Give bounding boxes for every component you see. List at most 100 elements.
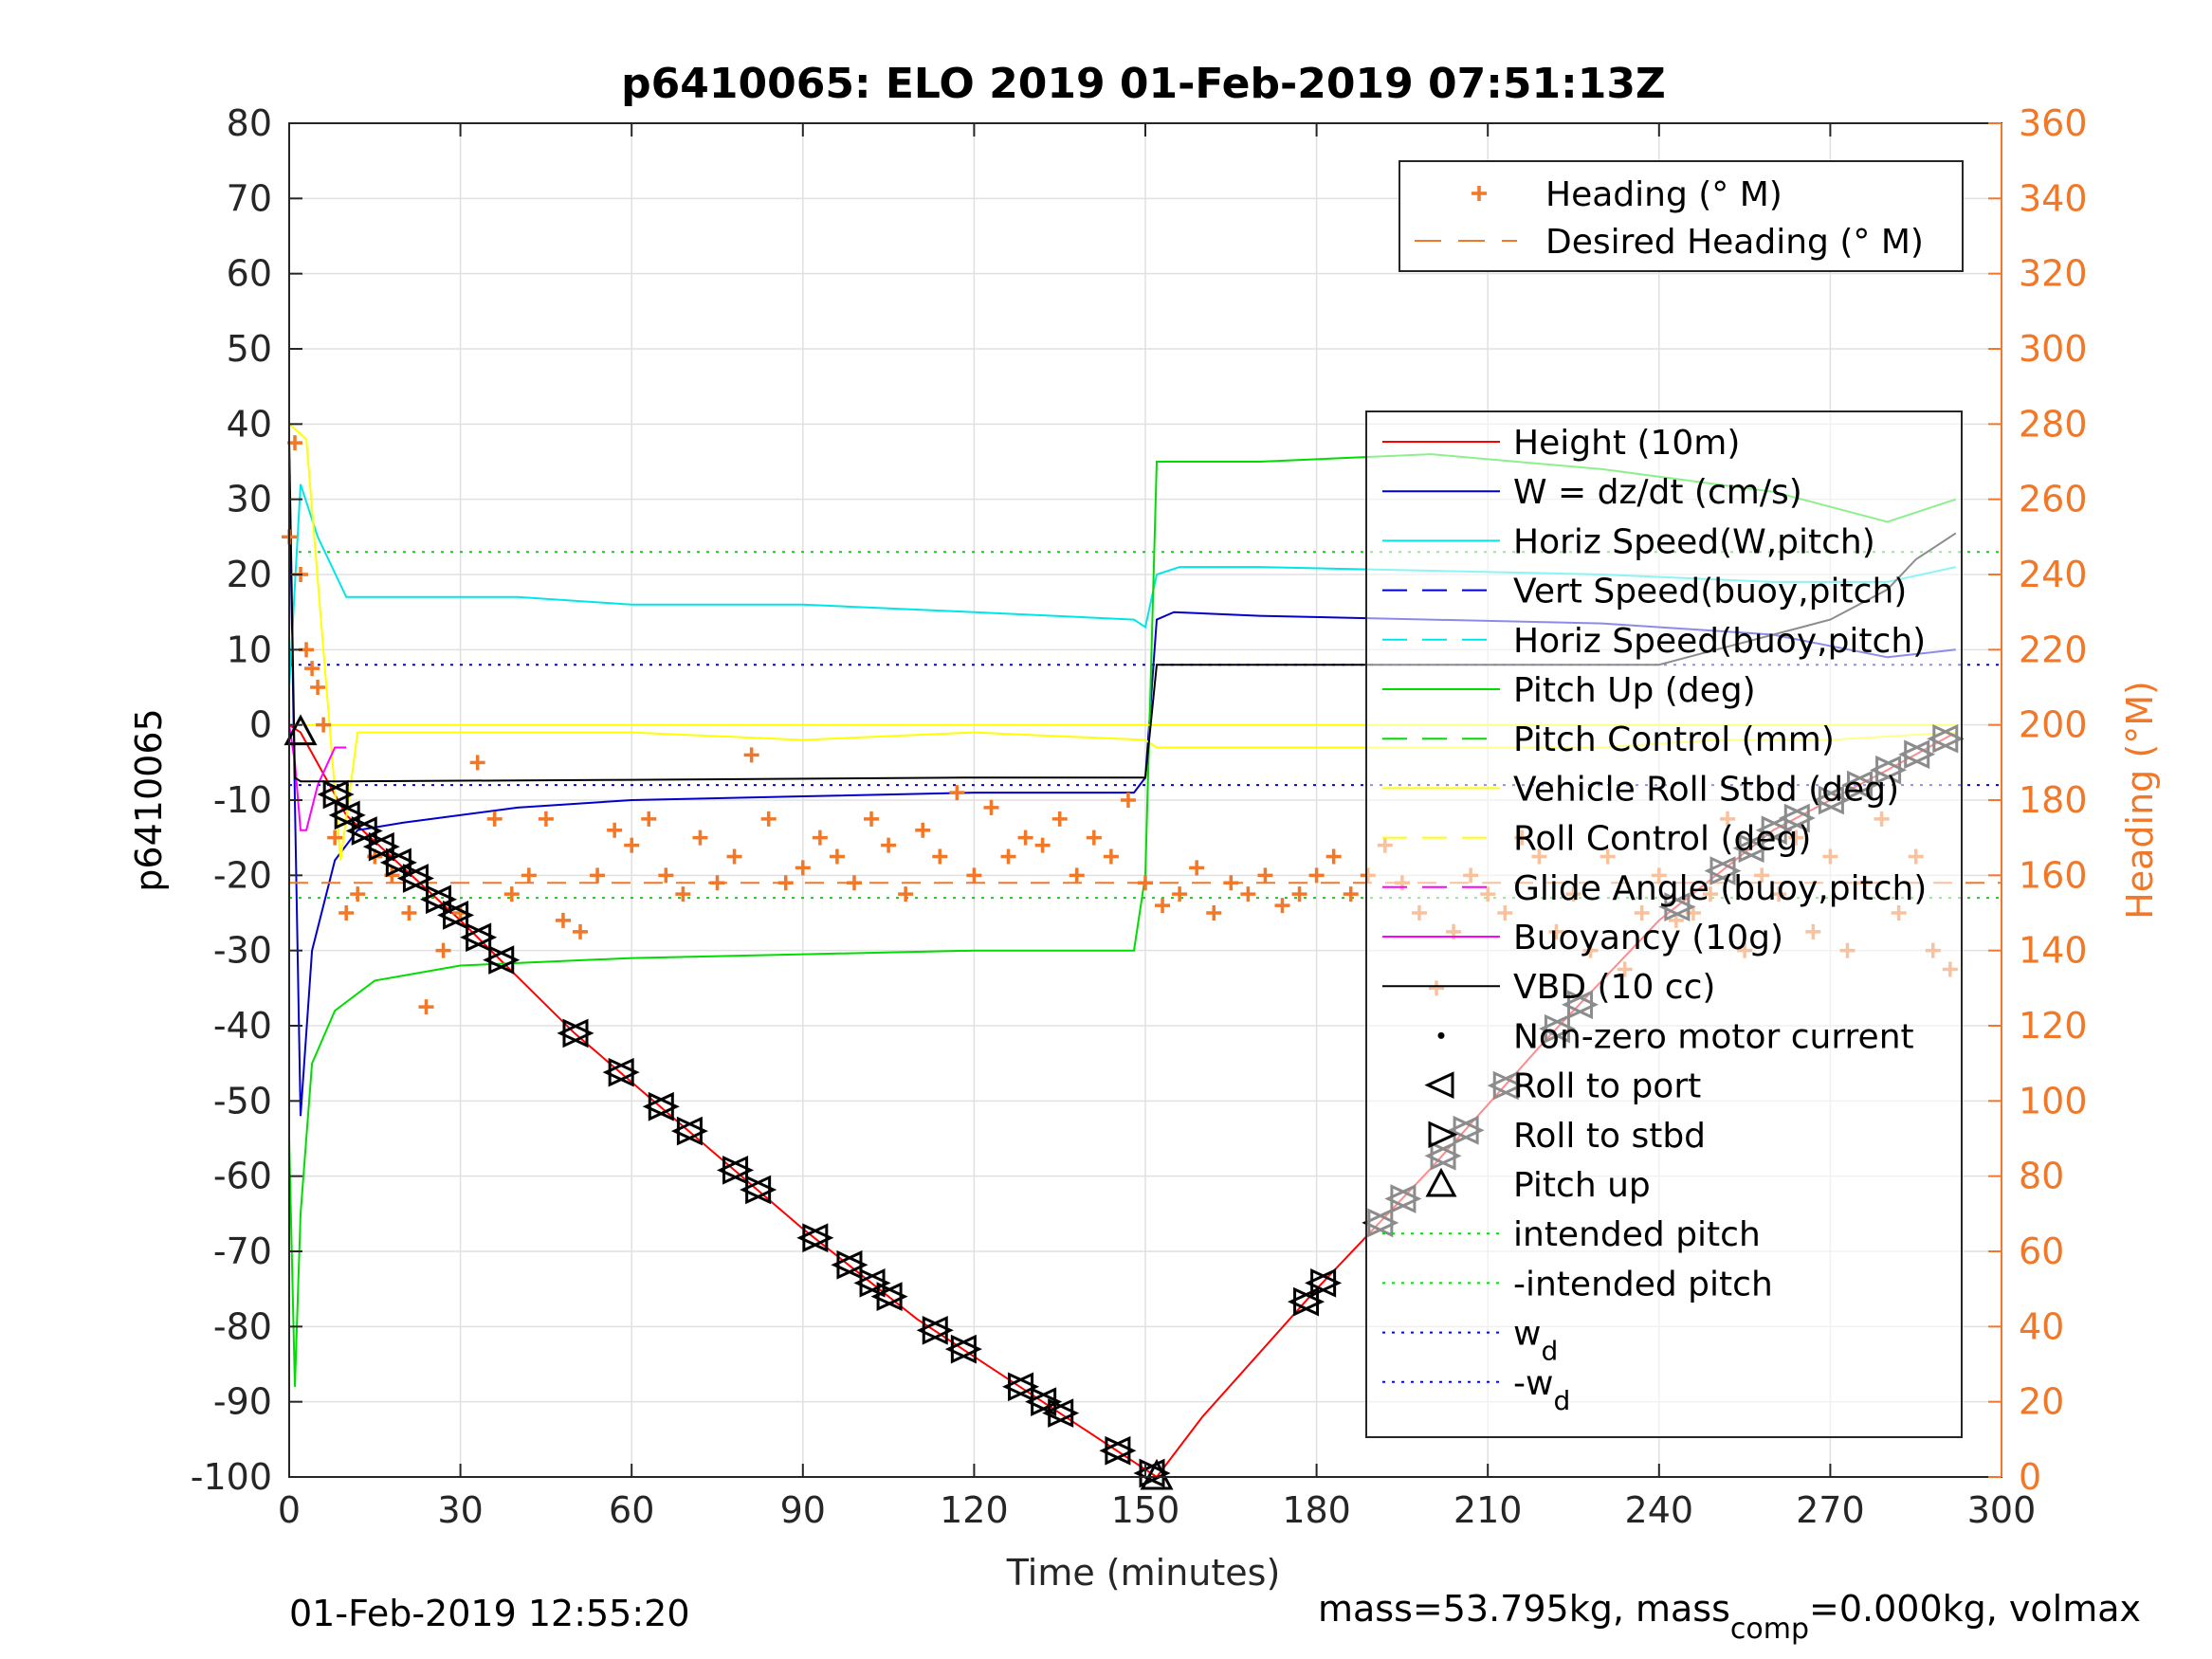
heading-point <box>881 837 897 853</box>
y2-tick-label: 260 <box>2019 479 2088 520</box>
roll-stbd-marker <box>385 848 417 878</box>
roll-port-marker <box>944 1334 977 1364</box>
y2-tick-label: 80 <box>2019 1156 2064 1197</box>
y-tick-label: 70 <box>227 177 272 219</box>
y-tick-label: -40 <box>213 1005 272 1047</box>
heading-point <box>469 755 485 771</box>
heading-point <box>607 822 623 838</box>
pitch-up-marker <box>283 714 318 746</box>
y-tick-label: 10 <box>227 629 272 670</box>
y2-tick-label: 320 <box>2019 253 2088 295</box>
roll-stbd-marker <box>608 1057 640 1087</box>
legend-label: Height (10m) <box>1513 424 1740 463</box>
footer-timestamp: 01-Feb-2019 12:55:20 <box>289 1593 690 1634</box>
roll-stbd-marker <box>322 779 355 810</box>
heading-point <box>915 822 931 838</box>
roll-port-marker <box>419 884 452 915</box>
roll-port-marker <box>916 1315 948 1345</box>
footer-mass-info: mass=53.795kg, masscomp=0.000kg, volmax <box>1318 1588 2141 1646</box>
legend-heading-box <box>1398 160 1964 272</box>
heading-point <box>338 905 355 921</box>
legend-heading-label: Desired Heading (° M) <box>1545 223 1924 262</box>
legend-label: Glide Angle (buoy,pitch) <box>1513 869 1927 908</box>
heading-point <box>304 661 320 677</box>
roll-port-marker <box>345 816 377 846</box>
roll-port-marker <box>317 779 349 810</box>
legend-label: W = dz/dt (cm/s) <box>1513 473 1802 512</box>
roll-stbd-marker <box>402 864 435 893</box>
legend-heading: Heading (° M) Desired Heading (° M) <box>1398 160 1964 272</box>
x-tick-label: 0 <box>278 1489 301 1531</box>
y-tick-label: 80 <box>227 102 272 144</box>
y2-axis-label: Heading (°M) <box>2119 681 2161 920</box>
heading-point <box>641 811 657 827</box>
roll-stbd-marker <box>488 945 521 975</box>
roll-port-marker <box>602 1057 634 1087</box>
heading-point <box>418 999 434 1015</box>
roll-stbd-marker <box>859 1267 891 1298</box>
heading-point <box>726 848 742 865</box>
chart-title: p6410065: ELO 2019 01-Feb-2019 07:51:13Z <box>621 60 1666 108</box>
heading-point <box>435 942 451 958</box>
y2-tick-label: 280 <box>2019 403 2088 445</box>
y2-tick-label: 40 <box>2019 1305 2064 1347</box>
roll-stbd-marker <box>426 884 458 915</box>
heading-point <box>1257 867 1273 884</box>
legend-symbol <box>1424 1071 1454 1099</box>
roll-stbd-marker <box>368 831 400 862</box>
legend-main-box <box>1365 410 1963 1438</box>
y-tick-label: -20 <box>213 854 272 896</box>
y2-tick-label: 340 <box>2019 177 2088 219</box>
x-tick-label: 120 <box>940 1489 1009 1531</box>
heading-point <box>829 848 845 865</box>
x-tick-label: 30 <box>437 1489 483 1531</box>
roll-stbd-marker <box>676 1116 708 1146</box>
y-axis-label: p6410065 <box>128 708 170 891</box>
heading-point <box>1086 830 1102 846</box>
roll-stbd-marker <box>648 1091 680 1121</box>
heading-point <box>795 860 811 876</box>
footer-mass-main: mass=53.795kg, mass <box>1318 1588 1730 1630</box>
roll-stbd-marker <box>950 1334 982 1364</box>
footer-mass-tail: =0.000kg, volmax <box>1809 1588 2141 1630</box>
x-tick-label: 300 <box>1967 1489 2037 1531</box>
legend-label: -intended pitch <box>1513 1265 1773 1304</box>
heading-point <box>1069 867 1085 884</box>
heading-point <box>966 867 982 884</box>
heading-point <box>864 811 880 827</box>
roll-port-marker <box>328 800 360 830</box>
heading-point <box>949 785 965 801</box>
heading-point <box>1051 811 1068 827</box>
heading-point <box>983 799 999 815</box>
y2-tick-label: 0 <box>2019 1456 2041 1498</box>
roll-port-marker <box>796 1223 829 1253</box>
heading-point <box>624 837 640 853</box>
legend-heading-symbol <box>1472 186 1487 201</box>
roll-port-marker <box>396 864 429 893</box>
heading-point <box>1343 886 1359 902</box>
heading-point <box>1000 848 1016 865</box>
heading-point <box>401 905 417 921</box>
y2-tick-label: 20 <box>2019 1381 2064 1423</box>
x-tick-label: 180 <box>1282 1489 1351 1531</box>
legend-label-subscript: d <box>1553 1385 1570 1416</box>
legend-symbol <box>1425 1167 1457 1197</box>
heading-point <box>692 830 708 846</box>
y-tick-label: -50 <box>213 1080 272 1121</box>
y2-axis-ticks: 0 20 40 60 80 100 120 140 160 180 200 220 240 260 280 3… <box>1988 102 2088 1498</box>
roll-port-marker <box>483 945 515 975</box>
x-tick-label: 60 <box>609 1489 654 1531</box>
y2-tick-label: 360 <box>2019 102 2088 144</box>
y-tick-label: -60 <box>213 1156 272 1197</box>
heading-point <box>1120 793 1136 808</box>
legend-label: Non-zero motor current <box>1513 1017 1914 1056</box>
y-tick-label: 30 <box>227 479 272 520</box>
roll-stbd-marker <box>1310 1267 1343 1298</box>
heading-point <box>760 811 777 827</box>
legend-label: Pitch Control (mm) <box>1513 720 1835 759</box>
roll-port-marker <box>1305 1267 1337 1298</box>
heading-point <box>1155 898 1171 914</box>
heading-point <box>1017 830 1033 846</box>
heading-point <box>310 680 326 695</box>
